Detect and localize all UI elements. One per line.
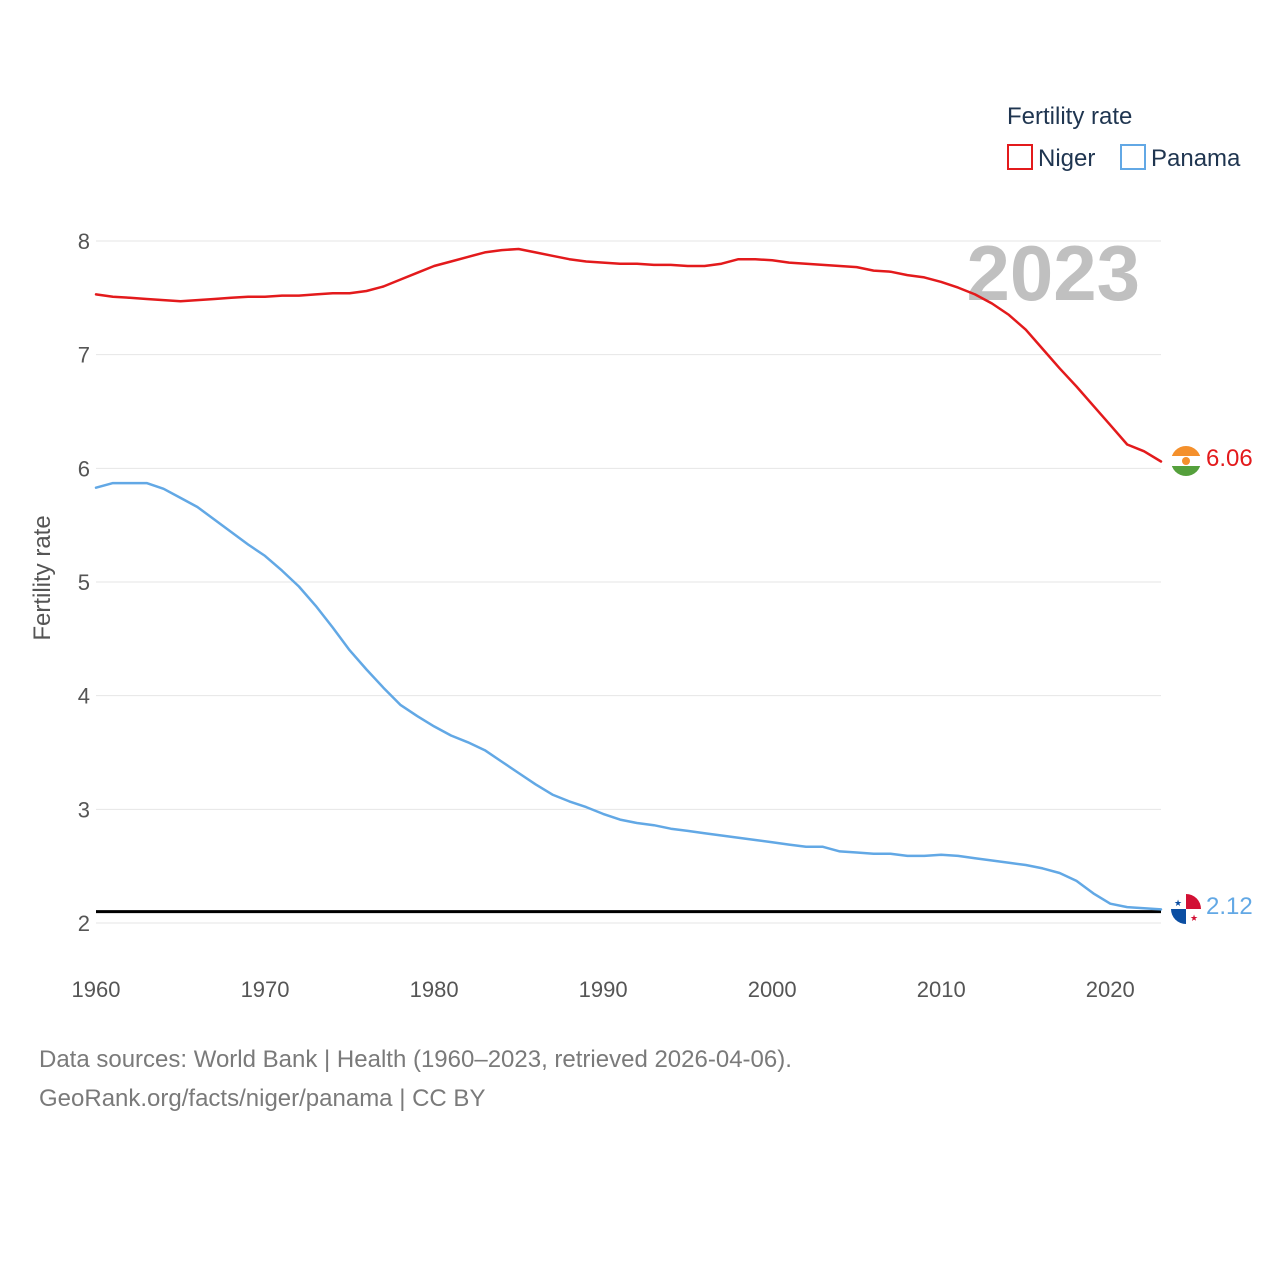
fertility-rate-chart: 2 3 4 5 6 7 8 1960 1970 1980 1990 2000 2010 2020 202…: [29, 103, 1253, 1002]
y-tick-7: 7: [78, 343, 90, 368]
legend-label-panama: Panama: [1151, 145, 1241, 172]
legend: Fertility rate Niger Panama: [1007, 103, 1241, 172]
legend-swatch-niger: [1007, 144, 1033, 170]
svg-text:★: ★: [1190, 913, 1198, 923]
legend-label-niger: Niger: [1038, 145, 1095, 172]
footer-sources: Data sources: World Bank | Health (1960–…: [39, 1046, 792, 1073]
panama-flag-icon: ★ ★: [1171, 894, 1201, 924]
y-axis-label: Fertility rate: [29, 515, 56, 640]
x-tick-2010: 2010: [917, 977, 966, 1002]
x-tick-1980: 1980: [410, 977, 459, 1002]
end-label-panama: 2.12: [1206, 893, 1253, 920]
x-tick-2020: 2020: [1086, 977, 1135, 1002]
y-tick-2: 2: [78, 911, 90, 936]
legend-item-niger[interactable]: Niger: [1007, 144, 1095, 172]
x-tick-1970: 1970: [241, 977, 290, 1002]
footer: Data sources: World Bank | Health (1960–…: [39, 1040, 792, 1118]
y-tick-4: 4: [78, 684, 90, 709]
legend-item-panama[interactable]: Panama: [1120, 144, 1241, 172]
series-line-niger: [94, 247, 1163, 463]
x-tick-1960: 1960: [72, 977, 121, 1002]
end-label-niger: 6.06: [1206, 445, 1253, 472]
x-tick-1990: 1990: [579, 977, 628, 1002]
series-line-panama: [94, 481, 1163, 911]
y-tick-3: 3: [78, 797, 90, 822]
y-tick-6: 6: [78, 456, 90, 481]
y-tick-8: 8: [78, 229, 90, 254]
y-tick-5: 5: [78, 570, 90, 595]
legend-title: Fertility rate: [1007, 103, 1132, 130]
chart-year-label: 2023: [966, 229, 1140, 317]
niger-flag-icon: [1171, 446, 1201, 476]
svg-text:★: ★: [1174, 898, 1182, 908]
x-tick-2000: 2000: [748, 977, 797, 1002]
legend-swatch-panama: [1120, 144, 1146, 170]
footer-link[interactable]: GeoRank.org/facts/niger/panama | CC BY: [39, 1085, 486, 1112]
